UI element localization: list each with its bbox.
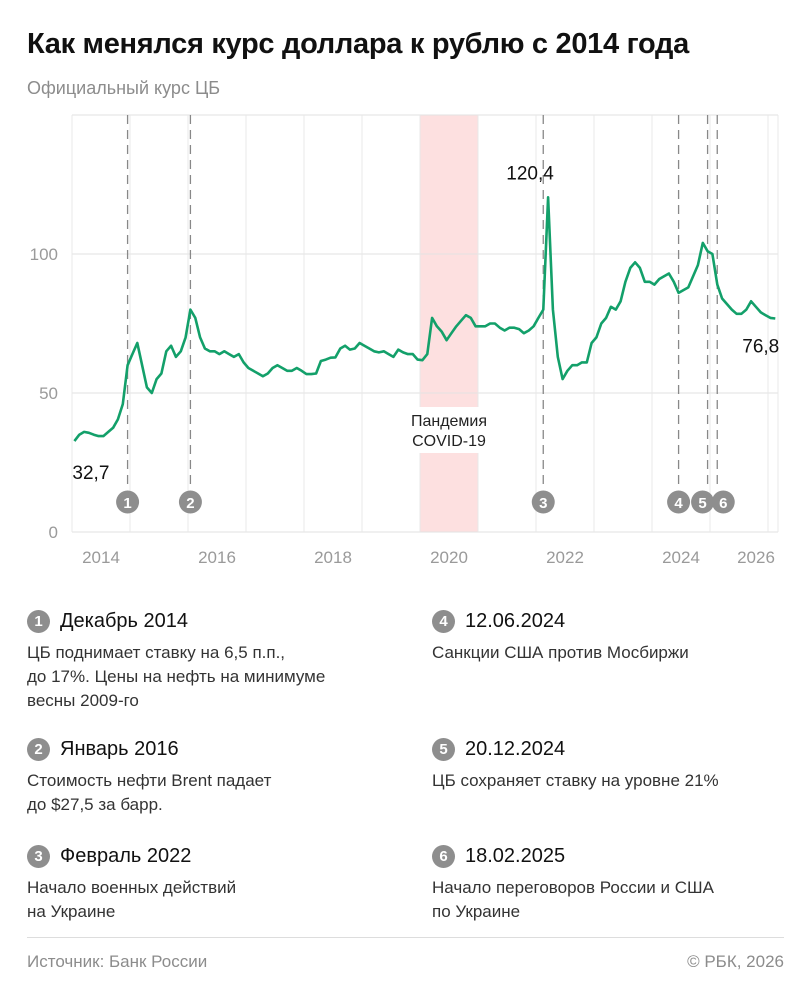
legend-description: Начало военных действий на Украине	[27, 878, 237, 921]
x-tick-label: 2020	[430, 548, 468, 567]
covid-label-background	[407, 407, 491, 453]
legend-title: Январь 2016	[60, 738, 179, 760]
legend-title: Февраль 2022	[60, 845, 192, 867]
legend-item-4: 4 12.06.2024 Санкции США против Мосбиржи	[432, 610, 802, 665]
legend-item-3: 3 Февраль 2022 Начало военных действий на…	[27, 845, 397, 924]
legend-description: Санкции США против Мосбиржи	[432, 643, 689, 662]
legend-title: 20.12.2024	[465, 738, 566, 760]
event-number-badge: 3	[27, 845, 50, 868]
subtitle: Официальный курс ЦБ	[27, 78, 221, 98]
event-number-badge: 1	[27, 610, 50, 633]
legend-title: 12.06.2024	[465, 610, 566, 632]
exchange-rate-line	[73, 196, 776, 442]
event-badge	[691, 490, 715, 514]
legend-description: ЦБ сохраняет ставку на уровне 21%	[432, 771, 719, 790]
y-tick-label: 50	[39, 384, 58, 403]
legend-title: Декабрь 2014	[60, 610, 189, 632]
legend-item-6: 6 18.02.2025 Начало переговоров России и …	[432, 845, 802, 924]
copyright: © РБК, 2026	[687, 952, 784, 971]
x-tick-label: 2022	[546, 548, 584, 567]
y-tick-label: 100	[30, 245, 58, 264]
page-title: Как менялся курс доллара к рублю с 2014 …	[27, 28, 689, 60]
event-badge	[531, 490, 555, 514]
event-badge-number: 3	[539, 495, 547, 512]
legend-description: Начало переговоров России и США по Украи…	[432, 878, 714, 921]
legend-description: Стоимость нефти Brent падает до $27,5 за…	[27, 771, 272, 814]
event-badge-number: 1	[123, 495, 131, 512]
x-tick-label: 2014	[82, 548, 120, 567]
x-tick-label: 2026	[737, 548, 775, 567]
x-tick-label: 2016	[198, 548, 236, 567]
covid-label: Пандемия COVID-19	[411, 413, 487, 450]
line-chart: 0 50 100 2014 2016 2018 2020 2022 2024 2026 Пандем…	[30, 114, 779, 567]
event-number-badge: 6	[432, 845, 455, 868]
x-tick-label: 2024	[662, 548, 700, 567]
event-badge	[711, 490, 735, 514]
value-annotation: 120,4	[506, 163, 554, 184]
covid-shaded-region	[420, 115, 478, 532]
event-number-badge: 2	[27, 738, 50, 761]
legend-description: ЦБ поднимает ставку на 6,5 п.п., до 17%.…	[27, 643, 326, 710]
value-annotation: 32,7	[72, 463, 109, 484]
footer-divider	[27, 937, 784, 938]
value-annotation: 76,8	[742, 336, 779, 357]
event-number-badge: 4	[432, 610, 455, 633]
event-badge-number: 4	[674, 495, 683, 512]
event-number-badge: 5	[432, 738, 455, 761]
y-tick-label: 0	[49, 523, 58, 542]
event-badge	[667, 490, 691, 514]
legend-item-5: 5 20.12.2024 ЦБ сохраняет ставку на уровн…	[432, 738, 802, 793]
source-note: Источник: Банк России	[27, 952, 208, 971]
event-badge	[178, 490, 202, 514]
event-badge-number: 2	[186, 495, 194, 512]
event-badge-number: 6	[719, 495, 727, 512]
legend-item-2: 2 Январь 2016 Стоимость нефти Brent падае…	[27, 738, 397, 817]
event-badge-number: 5	[698, 495, 706, 512]
x-tick-label: 2018	[314, 548, 352, 567]
event-badge	[116, 490, 140, 514]
legend-item-1: 1 Декабрь 2014 ЦБ поднимает ставку на 6,5…	[27, 610, 397, 713]
legend-title: 18.02.2025	[465, 845, 566, 867]
